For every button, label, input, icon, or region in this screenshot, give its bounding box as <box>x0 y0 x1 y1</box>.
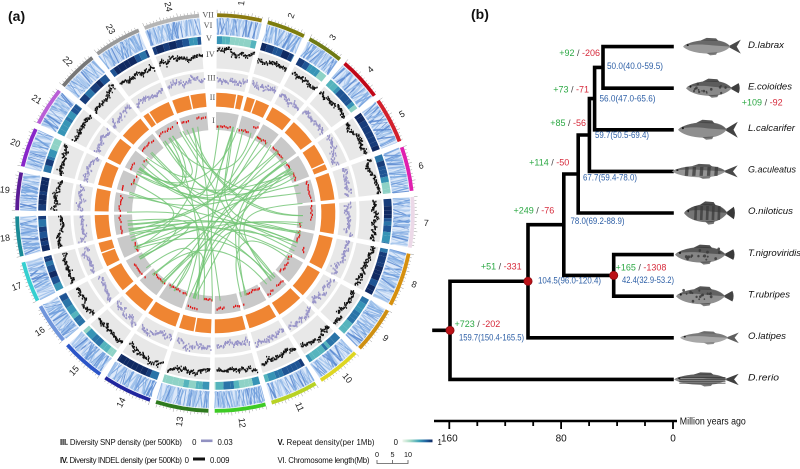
svg-text:VI. Chromosome length(Mb): VI. Chromosome length(Mb) <box>278 456 370 465</box>
svg-text:9: 9 <box>381 333 391 344</box>
svg-text:(a): (a) <box>8 8 25 24</box>
svg-text:67.7(59.4-78.0): 67.7(59.4-78.0) <box>583 173 637 183</box>
svg-text:80: 80 <box>556 434 568 445</box>
svg-text:T.rubripes: T.rubripes <box>748 289 790 300</box>
svg-text:+249 / -76: +249 / -76 <box>513 206 554 216</box>
svg-text:104.5(96.0-120.4): 104.5(96.0-120.4) <box>538 275 601 285</box>
svg-text:6: 6 <box>418 160 425 171</box>
svg-text:160: 160 <box>441 434 458 445</box>
svg-text:I: I <box>212 116 215 125</box>
svg-text:+165 / -1308: +165 / -1308 <box>616 263 667 273</box>
svg-text:23: 23 <box>104 22 118 36</box>
svg-text:0: 0 <box>394 438 399 447</box>
svg-text:17: 17 <box>10 280 23 293</box>
svg-text:8: 8 <box>410 279 418 290</box>
svg-text:16: 16 <box>33 324 47 338</box>
svg-text:+114 / -50: +114 / -50 <box>529 157 569 167</box>
svg-text:D.rerio: D.rerio <box>748 373 779 384</box>
svg-text:159.7(150.4-165.5): 159.7(150.4-165.5) <box>459 333 524 343</box>
svg-text:+51 / -331: +51 / -331 <box>481 262 522 272</box>
svg-text:56.0(47.0-65.6): 56.0(47.0-65.6) <box>600 94 656 104</box>
svg-text:Million years ago: Million years ago <box>680 416 746 427</box>
svg-text:50.0(40.0-59.5): 50.0(40.0-59.5) <box>607 61 663 71</box>
svg-text:G.aculeatus: G.aculeatus <box>748 165 796 176</box>
svg-text:19: 19 <box>0 184 10 195</box>
svg-text:78.0(69.2-88.9): 78.0(69.2-88.9) <box>571 216 625 226</box>
svg-text:20: 20 <box>9 137 22 150</box>
svg-text:2: 2 <box>286 11 297 19</box>
svg-text:3: 3 <box>327 32 338 42</box>
svg-text:1: 1 <box>438 438 442 447</box>
svg-text:+73 / -71: +73 / -71 <box>553 84 589 94</box>
svg-text:+723 / -202: +723 / -202 <box>454 319 500 329</box>
svg-text:10: 10 <box>340 371 354 385</box>
svg-text:13: 13 <box>174 416 186 428</box>
svg-text:II: II <box>210 93 216 102</box>
svg-text:0.009: 0.009 <box>210 456 230 465</box>
svg-text:L.calcarifer: L.calcarifer <box>748 123 796 134</box>
svg-text:T.nigroviridis: T.nigroviridis <box>748 248 800 259</box>
svg-text:V: V <box>206 34 212 43</box>
svg-text:VI: VI <box>204 21 213 30</box>
svg-text:14: 14 <box>114 396 127 409</box>
svg-text:0: 0 <box>670 434 676 445</box>
svg-text:5: 5 <box>397 109 406 120</box>
svg-text:IV: IV <box>206 50 215 59</box>
svg-text:4: 4 <box>365 64 375 75</box>
svg-text:IV. Diversity INDEL density (p: IV. Diversity INDEL density (per 500Kb) <box>60 456 182 465</box>
svg-text:O.niloticus: O.niloticus <box>748 206 793 217</box>
svg-text:0.03: 0.03 <box>218 438 233 447</box>
svg-text:18: 18 <box>0 232 11 243</box>
svg-text:(b): (b) <box>471 6 489 22</box>
svg-text:III. Diversity SNP density (pe: III. Diversity SNP density (per 500Kb) <box>60 438 182 447</box>
svg-text:10: 10 <box>404 450 412 459</box>
svg-text:12: 12 <box>237 417 248 428</box>
svg-text:E.coioides: E.coioides <box>748 81 792 92</box>
svg-text:21: 21 <box>30 92 44 106</box>
svg-text:V. Repeat density(per 1Mb): V. Repeat density(per 1Mb) <box>278 438 375 447</box>
svg-text:+85 / -56: +85 / -56 <box>550 118 586 128</box>
svg-text:0: 0 <box>375 450 379 459</box>
svg-text:11: 11 <box>293 401 306 414</box>
svg-text:D.labrax: D.labrax <box>748 40 785 51</box>
svg-text:0: 0 <box>192 438 197 447</box>
svg-text:O.latipes: O.latipes <box>748 331 786 342</box>
svg-text:15: 15 <box>67 364 81 378</box>
svg-text:22: 22 <box>61 54 75 68</box>
svg-text:7: 7 <box>424 218 429 228</box>
svg-text:+92 / -206: +92 / -206 <box>559 48 600 58</box>
svg-text:1: 1 <box>236 0 247 6</box>
svg-text:+109 / -92: +109 / -92 <box>742 98 783 108</box>
svg-text:III: III <box>207 74 215 83</box>
svg-text:42.4(32.9-53.2): 42.4(32.9-53.2) <box>622 275 674 285</box>
svg-text:0: 0 <box>185 456 190 465</box>
svg-text:5: 5 <box>391 450 395 459</box>
svg-text:VII: VII <box>202 11 214 20</box>
svg-text:59.7(50.5-69.4): 59.7(50.5-69.4) <box>595 130 649 140</box>
svg-text:24: 24 <box>162 1 174 13</box>
